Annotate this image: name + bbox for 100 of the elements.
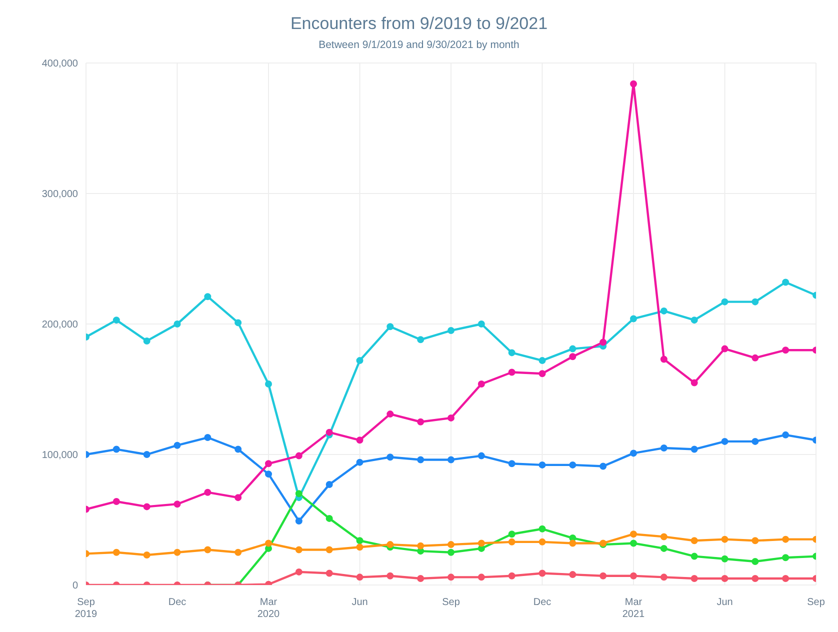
point	[386, 410, 394, 418]
point	[782, 554, 790, 562]
point	[690, 574, 698, 582]
x-tick-label: Sep	[807, 597, 826, 608]
point	[630, 450, 637, 457]
point	[356, 357, 364, 364]
point	[265, 540, 272, 547]
point	[417, 418, 424, 426]
point	[782, 431, 790, 438]
point	[295, 546, 302, 554]
point	[295, 568, 302, 576]
point	[265, 470, 272, 478]
point	[265, 380, 272, 388]
point	[204, 434, 212, 442]
point	[721, 574, 728, 582]
point	[569, 353, 576, 360]
point	[478, 320, 485, 328]
point	[690, 316, 698, 324]
point	[234, 446, 242, 453]
x-tick-label: Sep 2019	[74, 597, 98, 620]
point	[417, 456, 424, 464]
point	[630, 80, 637, 88]
point	[630, 572, 637, 580]
point	[417, 574, 424, 582]
point	[356, 544, 364, 551]
point	[174, 320, 181, 328]
point	[508, 460, 516, 468]
point	[204, 546, 212, 554]
point	[478, 452, 485, 460]
point	[752, 438, 759, 445]
point	[143, 503, 150, 510]
point	[112, 446, 120, 453]
point	[448, 548, 454, 556]
point	[782, 574, 790, 582]
point	[569, 461, 576, 468]
point	[417, 542, 424, 550]
point	[448, 414, 454, 422]
point	[112, 498, 120, 505]
point	[508, 368, 516, 376]
point	[569, 345, 576, 352]
point	[752, 354, 759, 362]
point	[752, 537, 759, 544]
y-tick-label: 100,000	[42, 450, 78, 462]
point	[386, 572, 394, 580]
x-tick-label: Sep	[442, 597, 460, 608]
point	[782, 536, 790, 543]
point	[386, 541, 394, 548]
point	[478, 380, 485, 388]
point	[782, 346, 790, 354]
point	[660, 533, 668, 540]
point	[600, 462, 607, 470]
point	[630, 530, 637, 538]
point	[295, 490, 302, 498]
point	[448, 327, 454, 334]
point	[417, 336, 424, 344]
point	[721, 345, 728, 352]
x-tick-label: Mar 2020	[257, 597, 280, 620]
x-tick-label: Dec	[533, 597, 552, 608]
point	[630, 315, 637, 322]
point	[234, 319, 242, 326]
point	[326, 546, 333, 554]
point	[143, 451, 150, 458]
point	[326, 428, 333, 436]
point	[386, 454, 394, 461]
point	[538, 525, 546, 532]
y-tick-label: 400,000	[42, 58, 78, 70]
point	[234, 548, 242, 556]
point	[538, 357, 546, 364]
point	[234, 494, 242, 502]
point	[508, 530, 516, 538]
point	[600, 572, 607, 580]
y-tick-label: 0	[72, 580, 78, 592]
point	[143, 551, 150, 558]
point	[660, 356, 668, 363]
point	[538, 570, 546, 577]
point	[721, 298, 728, 306]
chart-title: Encounters from 9/2019 to 9/2021	[289, 13, 549, 34]
point	[752, 558, 759, 566]
point	[690, 552, 698, 560]
point	[508, 349, 516, 356]
point	[143, 337, 150, 344]
x-tick-label: Mar 2021	[622, 597, 646, 620]
point	[569, 571, 576, 578]
point	[508, 572, 516, 580]
point	[478, 540, 485, 547]
point	[600, 338, 607, 346]
point	[295, 518, 302, 525]
point	[660, 307, 668, 314]
point	[326, 514, 333, 522]
point	[112, 316, 120, 324]
point	[448, 541, 454, 548]
point	[174, 548, 181, 556]
point	[508, 538, 516, 546]
chart-subtitle: Between 9/1/2019 and 9/30/2021 by month	[318, 39, 520, 51]
x-tick-label: Jun	[352, 597, 368, 608]
point	[295, 452, 302, 460]
point	[569, 540, 576, 547]
point	[204, 488, 212, 496]
point	[386, 323, 394, 330]
point	[752, 574, 759, 582]
